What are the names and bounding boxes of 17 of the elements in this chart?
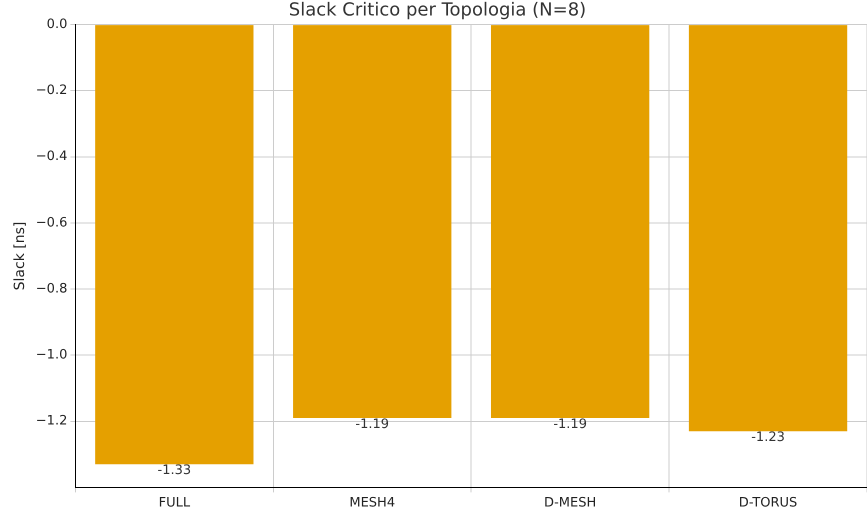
data-label: -1.23	[751, 430, 785, 446]
data-label: -1.19	[553, 416, 587, 432]
y-tick-label: −1.2	[36, 414, 68, 429]
chart-title: Slack Critico per Topologia (N=8)	[288, 0, 586, 20]
data-label: -1.33	[158, 463, 192, 478]
data-label: -1.19	[355, 416, 390, 432]
y-tick-label: −1.0	[36, 348, 68, 363]
y-tick-label: −0.2	[36, 83, 68, 98]
y-tick-label: 0.0	[46, 16, 68, 32]
x-tick-label: FULL	[158, 496, 191, 511]
y-axis-title: Slack [ns]	[12, 222, 28, 290]
y-tick-label: −0.4	[36, 149, 68, 164]
x-tick-label: D-TORUS	[738, 496, 798, 511]
y-tick-label: −0.6	[36, 215, 68, 230]
x-tick-label: MESH4	[349, 496, 396, 511]
x-tick-label: D-MESH	[544, 496, 596, 511]
y-tick-label: −0.8	[36, 281, 68, 296]
